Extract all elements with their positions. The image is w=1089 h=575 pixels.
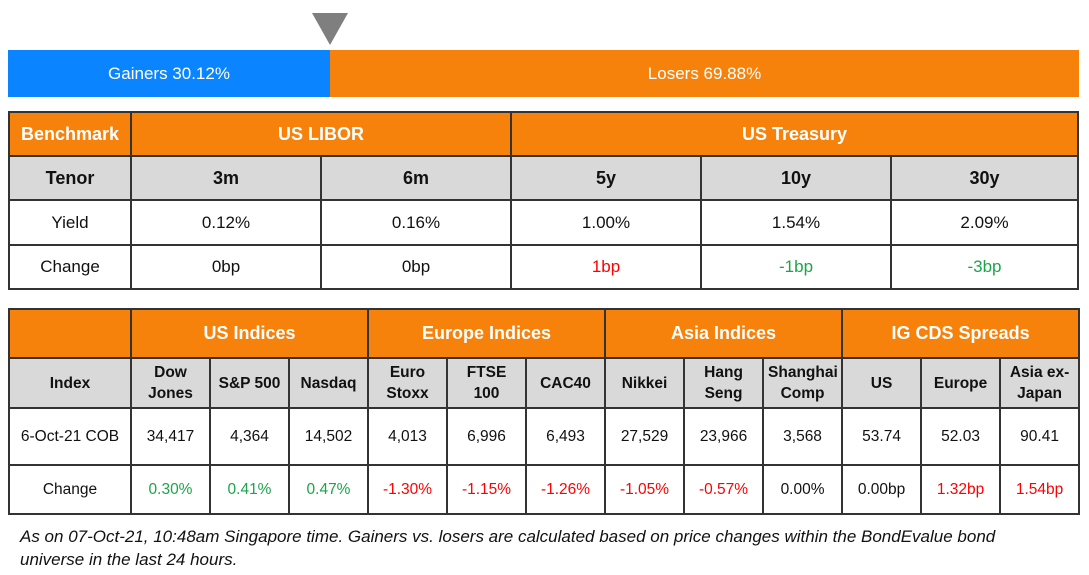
column-header: US: [841, 357, 923, 409]
marker-triangle-icon: [312, 13, 348, 45]
column-header: CAC40: [524, 357, 607, 409]
value-cell: 4,364: [209, 407, 290, 466]
rates-table: Benchmark US LIBOR US Treasury Tenor 3m …: [8, 111, 1079, 290]
indices-table: US Indices Europe Indices Asia Indices I…: [8, 308, 1081, 515]
value-cell: 90.41: [999, 407, 1081, 466]
tenor-cell: 6m: [319, 155, 513, 201]
column-header: FTSE 100: [446, 357, 527, 409]
value-cell: 6,493: [524, 407, 607, 466]
index-label: Index: [8, 357, 132, 409]
value-cell: 53.74: [841, 407, 923, 466]
us-treasury-header: US Treasury: [510, 111, 1079, 157]
tenor-cell: 3m: [130, 155, 322, 201]
group-header: Europe Indices: [366, 308, 607, 359]
change-cell: 0.00%: [762, 464, 844, 515]
value-cell: 14,502: [288, 407, 369, 466]
change-label: Change: [8, 244, 132, 290]
value-cell: 23,966: [683, 407, 765, 466]
column-header: Nasdaq: [288, 357, 369, 409]
group-header: Asia Indices: [604, 308, 844, 359]
change-cell: -3bp: [890, 244, 1079, 290]
column-header: S&P 500: [209, 357, 290, 409]
yield-cell: 0.12%: [130, 199, 322, 246]
group-header: US Indices: [130, 308, 369, 359]
change-cell: 0bp: [130, 244, 322, 290]
change-cell: -1.30%: [367, 464, 448, 515]
losers-segment: Losers 69.88%: [330, 50, 1079, 97]
value-cell: 27,529: [604, 407, 686, 466]
change-cell: -0.57%: [683, 464, 765, 515]
change-label: Change: [8, 464, 132, 515]
us-libor-header: US LIBOR: [129, 111, 513, 157]
tenor-label: Tenor: [8, 155, 132, 201]
value-cell: 3,568: [762, 407, 844, 466]
gainers-segment: Gainers 30.12%: [8, 50, 330, 97]
value-label: 6-Oct-21 COB: [8, 407, 132, 466]
column-header: Hang Seng: [683, 357, 765, 409]
value-cell: 34,417: [130, 407, 211, 466]
tenor-cell: 5y: [510, 155, 703, 201]
value-cell: 4,013: [367, 407, 448, 466]
gainers-losers-bar: Gainers 30.12% Losers 69.88%: [8, 50, 1079, 97]
tenor-cell: 30y: [890, 155, 1079, 201]
change-cell: 1.54bp: [999, 464, 1081, 515]
column-header: Euro Stoxx: [367, 357, 448, 409]
change-cell: 0.30%: [130, 464, 211, 515]
yield-cell: 0.16%: [319, 199, 513, 246]
column-header: Nikkei: [604, 357, 686, 409]
yield-cell: 1.00%: [510, 199, 703, 246]
column-header: Dow Jones: [130, 357, 211, 409]
change-cell: -1bp: [700, 244, 893, 290]
change-cell: 0bp: [319, 244, 513, 290]
change-cell: -1.15%: [446, 464, 527, 515]
value-cell: 52.03: [920, 407, 1002, 466]
tenor-cell: 10y: [700, 155, 893, 201]
footnote: As on 07-Oct-21, 10:48am Singapore time.…: [20, 527, 996, 569]
benchmark-header: Benchmark: [8, 111, 132, 157]
yield-label: Yield: [8, 199, 132, 246]
change-cell: 1.32bp: [920, 464, 1002, 515]
column-header: Asia ex-Japan: [999, 357, 1081, 409]
yield-cell: 2.09%: [890, 199, 1079, 246]
change-cell: -1.26%: [524, 464, 607, 515]
change-cell: 0.41%: [209, 464, 290, 515]
change-cell: 0.00bp: [841, 464, 923, 515]
group-header: IG CDS Spreads: [841, 308, 1081, 359]
change-cell: -1.05%: [604, 464, 686, 515]
column-header: Shanghai Comp: [762, 357, 844, 409]
blank-header: [8, 308, 132, 359]
column-header: Europe: [920, 357, 1002, 409]
change-cell: 1bp: [510, 244, 703, 290]
change-cell: 0.47%: [288, 464, 369, 515]
yield-cell: 1.54%: [700, 199, 893, 246]
value-cell: 6,996: [446, 407, 527, 466]
